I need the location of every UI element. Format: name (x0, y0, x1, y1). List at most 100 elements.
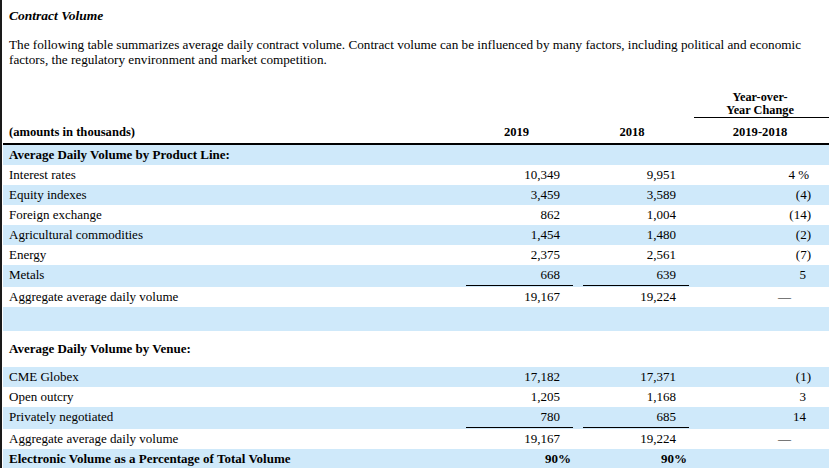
value-change: 14 (691, 407, 829, 427)
row-label (3, 307, 460, 331)
header-spacer (3, 88, 460, 118)
value-2018: 90% (573, 449, 691, 468)
value-2019-cell: 668 (460, 265, 573, 287)
value-2018-cell: 1,168 (573, 387, 691, 407)
value-2019-cell (460, 307, 573, 331)
value-change-cell (691, 145, 829, 165)
value-change-cell: 14 (691, 407, 829, 429)
value-2018: 3,589 (573, 185, 691, 205)
value-2018-cell (573, 145, 691, 165)
value-2018-cell: 1,480 (573, 225, 691, 245)
value-2018-cell: 19,224 (573, 287, 691, 307)
table-row: Interest rates10,3499,9514 % (3, 165, 829, 185)
value-2019: 1,205 (460, 387, 573, 407)
table-row: Equity indexes3,4593,589(4) (3, 185, 829, 205)
value-2019: 3,459 (460, 185, 573, 205)
value-2018: 1,480 (573, 225, 691, 245)
table-row: CME Globex17,18217,371(1) (3, 367, 829, 387)
value-2019-cell: 780 (460, 407, 573, 429)
value-change: — (691, 429, 829, 449)
value-change: (14) (691, 205, 829, 225)
row-label: Foreign exchange (3, 205, 460, 225)
value-2019-cell: 1,454 (460, 225, 573, 245)
value-2018-cell: 9,951 (573, 165, 691, 185)
value-change: 3 (691, 387, 829, 407)
value-change-cell: (1) (691, 367, 829, 387)
row-label: Privately negotiated (3, 407, 460, 429)
table-row: Aggregate average daily volume19,16719,2… (3, 429, 829, 449)
value-change-cell: — (691, 429, 829, 449)
table-row: Metals6686395 (3, 265, 829, 287)
value-change-cell (691, 307, 829, 331)
value-2019: 862 (460, 205, 573, 225)
value-2019: 780 (460, 407, 573, 427)
value-change-cell: — (691, 287, 829, 307)
row-label: Equity indexes (3, 185, 460, 205)
intro-paragraph: The following table summarizes average d… (9, 38, 824, 68)
table-row: Average Daily Volume by Venue: (3, 331, 829, 367)
row-label: Interest rates (3, 165, 460, 185)
row-label: Aggregate average daily volume (3, 287, 460, 307)
table-row: Agricultural commodities1,4541,480(2) (3, 225, 829, 245)
row-label: Average Daily Volume by Venue: (3, 339, 460, 367)
row-label: Open outcry (3, 387, 460, 407)
value-2018: 19,224 (573, 429, 691, 449)
row-label: Energy (3, 245, 460, 265)
value-2019-cell: 19,167 (460, 287, 573, 307)
value-2018: 1,168 (573, 387, 691, 407)
value-2019: 17,182 (460, 367, 573, 387)
row-label: Metals (3, 265, 460, 287)
table-row: Electronic Volume as a Percentage of Tot… (3, 449, 829, 468)
value-change: (7) (691, 245, 829, 265)
column-header-2019: 2019 (460, 121, 573, 143)
value-2019: 1,454 (460, 225, 573, 245)
value-change-cell: 5 (691, 265, 829, 287)
value-change-cell (691, 449, 829, 468)
value-2018-cell (573, 307, 691, 331)
table-row: Privately negotiated78068514 (3, 407, 829, 429)
value-2019-cell: 2,375 (460, 245, 573, 265)
value-2018: 9,951 (573, 165, 691, 185)
table-body: Average Daily Volume by Product Line:Int… (3, 145, 829, 468)
value-2018-cell (573, 339, 691, 367)
units-label: (amounts in thousands) (3, 121, 460, 143)
value-2018: 2,561 (573, 245, 691, 265)
row-label: Electronic Volume as a Percentage of Tot… (3, 449, 460, 468)
value-2019: 2,375 (460, 245, 573, 265)
value-2019-cell: 90% (460, 449, 573, 468)
value-change: 5 (691, 265, 829, 285)
value-2019: 19,167 (460, 287, 573, 307)
row-label: Average Daily Volume by Product Line: (3, 145, 460, 165)
table-row: Open outcry1,2051,1683 (3, 387, 829, 407)
value-2018-cell: 17,371 (573, 367, 691, 387)
table-row: Foreign exchange8621,004(14) (3, 205, 829, 225)
value-2019-cell: 10,349 (460, 165, 573, 185)
value-change-cell: 4 % (691, 165, 829, 185)
value-2018: 17,371 (573, 367, 691, 387)
value-2018: 1,004 (573, 205, 691, 225)
value-2018: 639 (573, 265, 691, 285)
value-change-cell: 3 (691, 387, 829, 407)
value-2019-cell: 17,182 (460, 367, 573, 387)
value-change: — (691, 287, 829, 307)
value-change-cell (691, 339, 829, 367)
value-2019-cell (460, 145, 573, 165)
table-row: Aggregate average daily volume19,16719,2… (3, 287, 829, 307)
table-row (3, 307, 829, 331)
value-2019: 90% (460, 449, 573, 468)
header-spacer (460, 88, 573, 118)
section-title: Contract Volume (2, 0, 830, 24)
row-label: Agricultural commodities (3, 225, 460, 245)
change-header-line1: Year-over- (691, 91, 829, 104)
value-change-cell: (2) (691, 225, 829, 245)
year-over-year-change-header: Year-over- Year Change (691, 88, 829, 118)
row-label: Aggregate average daily volume (3, 429, 460, 449)
table-column-header-row: (amounts in thousands) 2019 2018 2019-20… (3, 118, 829, 145)
value-change: 4 % (691, 165, 829, 185)
column-header-2018: 2018 (573, 121, 691, 143)
value-2018: 19,224 (573, 287, 691, 307)
value-change-cell: (14) (691, 205, 829, 225)
value-2019-cell: 1,205 (460, 387, 573, 407)
value-change-cell: (7) (691, 245, 829, 265)
value-2019: 10,349 (460, 165, 573, 185)
